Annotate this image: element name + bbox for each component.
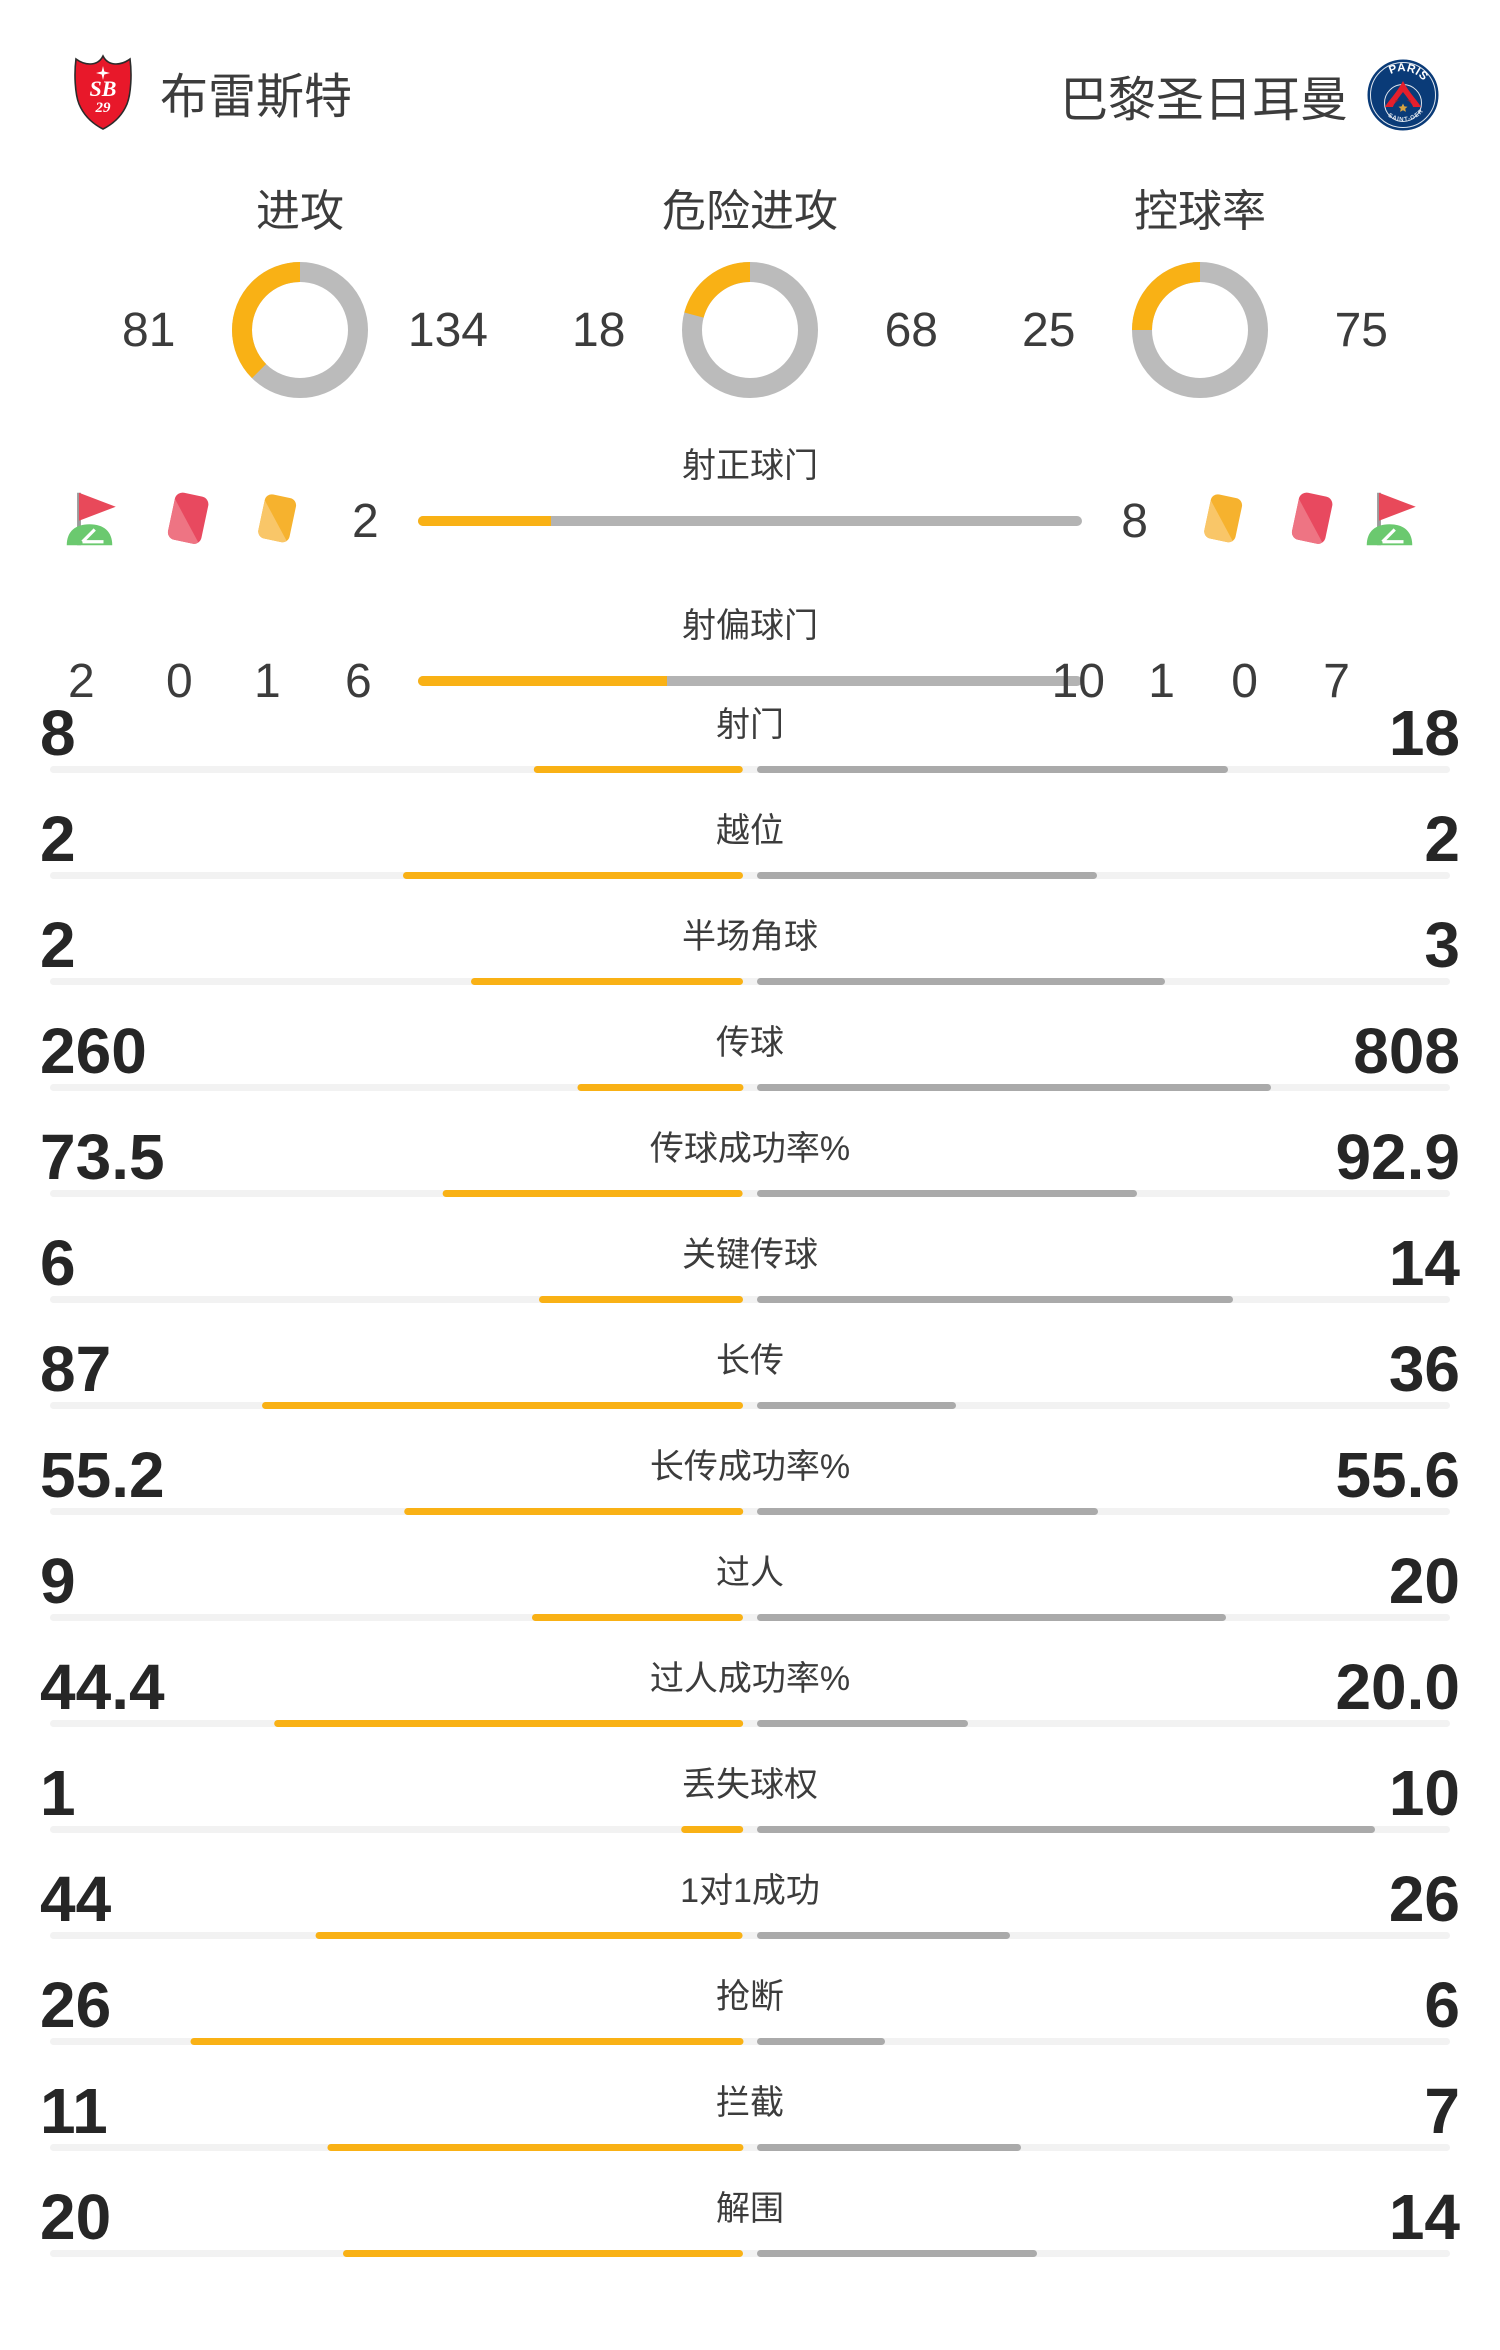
svg-text:29: 29 [95, 100, 112, 116]
